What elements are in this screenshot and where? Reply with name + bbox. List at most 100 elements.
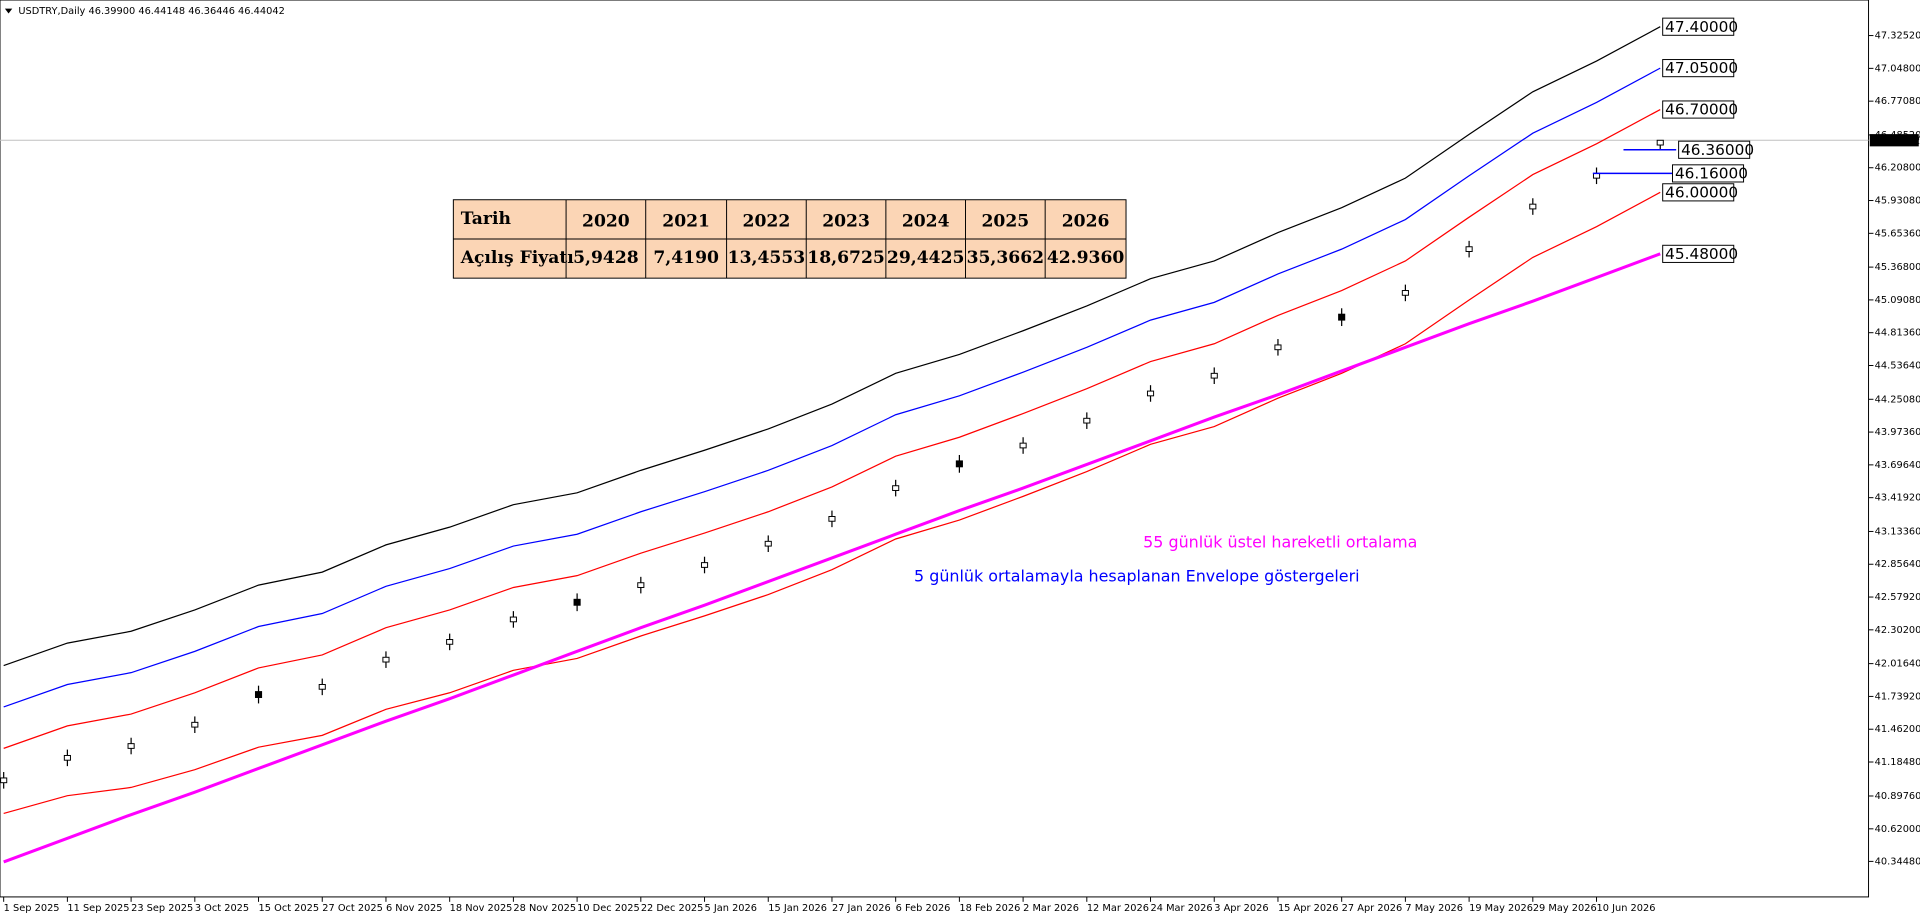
level-label: 47.05000 xyxy=(1665,59,1738,77)
y-tick-label: 45.09080 xyxy=(1875,295,1920,306)
table-header-cell: 2025 xyxy=(981,211,1029,231)
candle-body xyxy=(509,616,517,623)
candle-body xyxy=(1401,290,1409,296)
x-tick-label: 18 Feb 2026 xyxy=(959,903,1020,914)
y-tick-label: 43.69640 xyxy=(1875,460,1920,471)
x-tick-label: 18 Nov 2025 xyxy=(450,903,513,914)
candle-body xyxy=(1656,139,1664,146)
candle-body xyxy=(1019,442,1027,449)
y-tick-label: 45.36800 xyxy=(1875,262,1920,273)
x-tick-label: 5 Jan 2026 xyxy=(705,903,758,914)
x-tick-label: 6 Nov 2025 xyxy=(386,903,443,914)
x-tick-label: 2 Mar 2026 xyxy=(1023,903,1079,914)
x-tick-label: 10 Dec 2025 xyxy=(577,903,640,914)
indicator-line xyxy=(3,67,1661,708)
level-box xyxy=(1662,183,1735,202)
table-cell: 35,3662 xyxy=(967,248,1045,268)
level-label: 45.48000 xyxy=(1665,245,1738,263)
candle-body xyxy=(0,777,8,784)
x-tick-label: 22 Dec 2025 xyxy=(641,903,704,914)
candle-body xyxy=(1210,372,1218,379)
candle-body xyxy=(1338,313,1346,321)
y-tick-label: 43.97360 xyxy=(1875,427,1920,438)
candle-body xyxy=(892,485,900,491)
candle-body xyxy=(1274,344,1282,351)
y-tick-label: 47.32520 xyxy=(1875,31,1920,42)
y-tick-label: 44.81360 xyxy=(1875,328,1920,339)
x-tick-label: 27 Apr 2026 xyxy=(1342,903,1403,914)
level-label: 46.00000 xyxy=(1665,183,1738,201)
y-tick-label: 42.01640 xyxy=(1875,659,1920,670)
level-box xyxy=(1662,59,1735,78)
y-tick-label: 40.62000 xyxy=(1875,824,1920,835)
level-label: 46.70000 xyxy=(1665,101,1738,119)
table-header-cell: 2020 xyxy=(582,211,630,231)
table-header-cell: 2024 xyxy=(902,211,950,231)
y-tick-label: 42.85640 xyxy=(1875,559,1920,570)
y-tick-label: 44.25080 xyxy=(1875,394,1920,405)
y-tick-label: 41.18480 xyxy=(1875,757,1920,768)
x-tick-label: 3 Oct 2025 xyxy=(195,903,249,914)
candle-body xyxy=(1465,246,1473,252)
x-tick-label: 3 Apr 2026 xyxy=(1214,903,1268,914)
table-header-cell: 2023 xyxy=(822,211,870,231)
indicator-line xyxy=(3,108,1661,749)
y-tick-label: 47.04800 xyxy=(1875,63,1920,74)
level-box xyxy=(1672,164,1745,183)
candle-body xyxy=(1146,390,1155,397)
annotation: 5 günlük ortalamayla hesaplanan Envelope… xyxy=(914,567,1359,586)
table-header-cell: 2021 xyxy=(662,211,710,231)
x-tick-label: 23 Sep 2025 xyxy=(131,903,193,914)
table-cell: Açılış Fiyatı xyxy=(460,248,575,268)
y-tick-label: 46.77080 xyxy=(1875,96,1920,107)
table-cell: 5,9428 xyxy=(573,248,639,268)
x-tick-label: 19 May 2026 xyxy=(1469,903,1533,914)
table-cell: 29,4425 xyxy=(887,248,965,268)
x-tick-label: 7 May 2026 xyxy=(1405,903,1463,914)
candle-body xyxy=(637,582,645,588)
x-tick-label: 27 Oct 2025 xyxy=(322,903,383,914)
candle-body xyxy=(1083,417,1091,424)
candle-body xyxy=(63,754,71,761)
table-cell: 42.9360 xyxy=(1047,248,1125,268)
candle-body xyxy=(955,460,963,468)
plot-frame xyxy=(0,0,1870,898)
table-header-cell: 2026 xyxy=(1062,211,1110,231)
chart-header: USDTRY,Daily 46.39900 46.44148 46.36446 … xyxy=(18,6,284,17)
candle-body xyxy=(191,721,199,728)
y-tick-label: 42.30200 xyxy=(1875,625,1920,636)
x-tick-label: 10 Jun 2026 xyxy=(1597,903,1656,914)
x-tick-label: 11 Sep 2025 xyxy=(67,903,129,914)
x-tick-label: 28 Nov 2025 xyxy=(513,903,576,914)
x-tick-label: 15 Apr 2026 xyxy=(1278,903,1339,914)
x-tick-label: 15 Jan 2026 xyxy=(768,903,827,914)
x-tick-label: 24 Mar 2026 xyxy=(1151,903,1213,914)
level-box xyxy=(1662,17,1735,36)
current-price-tag xyxy=(1869,134,1919,147)
table-cell: 18,6725 xyxy=(807,248,885,268)
candle-body xyxy=(1529,203,1537,210)
y-tick-label: 45.93080 xyxy=(1875,196,1920,207)
y-tick-label: 41.46200 xyxy=(1875,724,1920,735)
data-table: Tarih 2020 2021 2022 2023 2024 2025 2026 Açılış … xyxy=(452,199,1127,279)
x-tick-label: 6 Feb 2026 xyxy=(896,903,951,914)
level-box xyxy=(1662,100,1735,119)
candle-body xyxy=(764,540,772,547)
y-tick-label: 43.13360 xyxy=(1875,526,1920,537)
level-label: 46.16000 xyxy=(1675,165,1748,183)
candle-body xyxy=(828,516,836,522)
current-price-label: 46.44042 xyxy=(1873,136,1920,147)
annotation: 55 günlük üstel hareketli ortalama xyxy=(1143,532,1417,551)
level-label: 46.36000 xyxy=(1681,141,1754,159)
x-tick-label: 15 Oct 2025 xyxy=(259,903,320,914)
y-tick-label: 44.53640 xyxy=(1875,360,1920,371)
y-tick-label: 40.34480 xyxy=(1875,856,1920,867)
y-tick-label: 42.57920 xyxy=(1875,592,1920,603)
candle-body xyxy=(573,598,581,606)
x-tick-label: 29 May 2026 xyxy=(1533,903,1597,914)
menu-arrow[interactable] xyxy=(4,8,13,14)
x-tick-label: 1 Sep 2025 xyxy=(4,903,60,914)
candle-body xyxy=(700,562,709,568)
